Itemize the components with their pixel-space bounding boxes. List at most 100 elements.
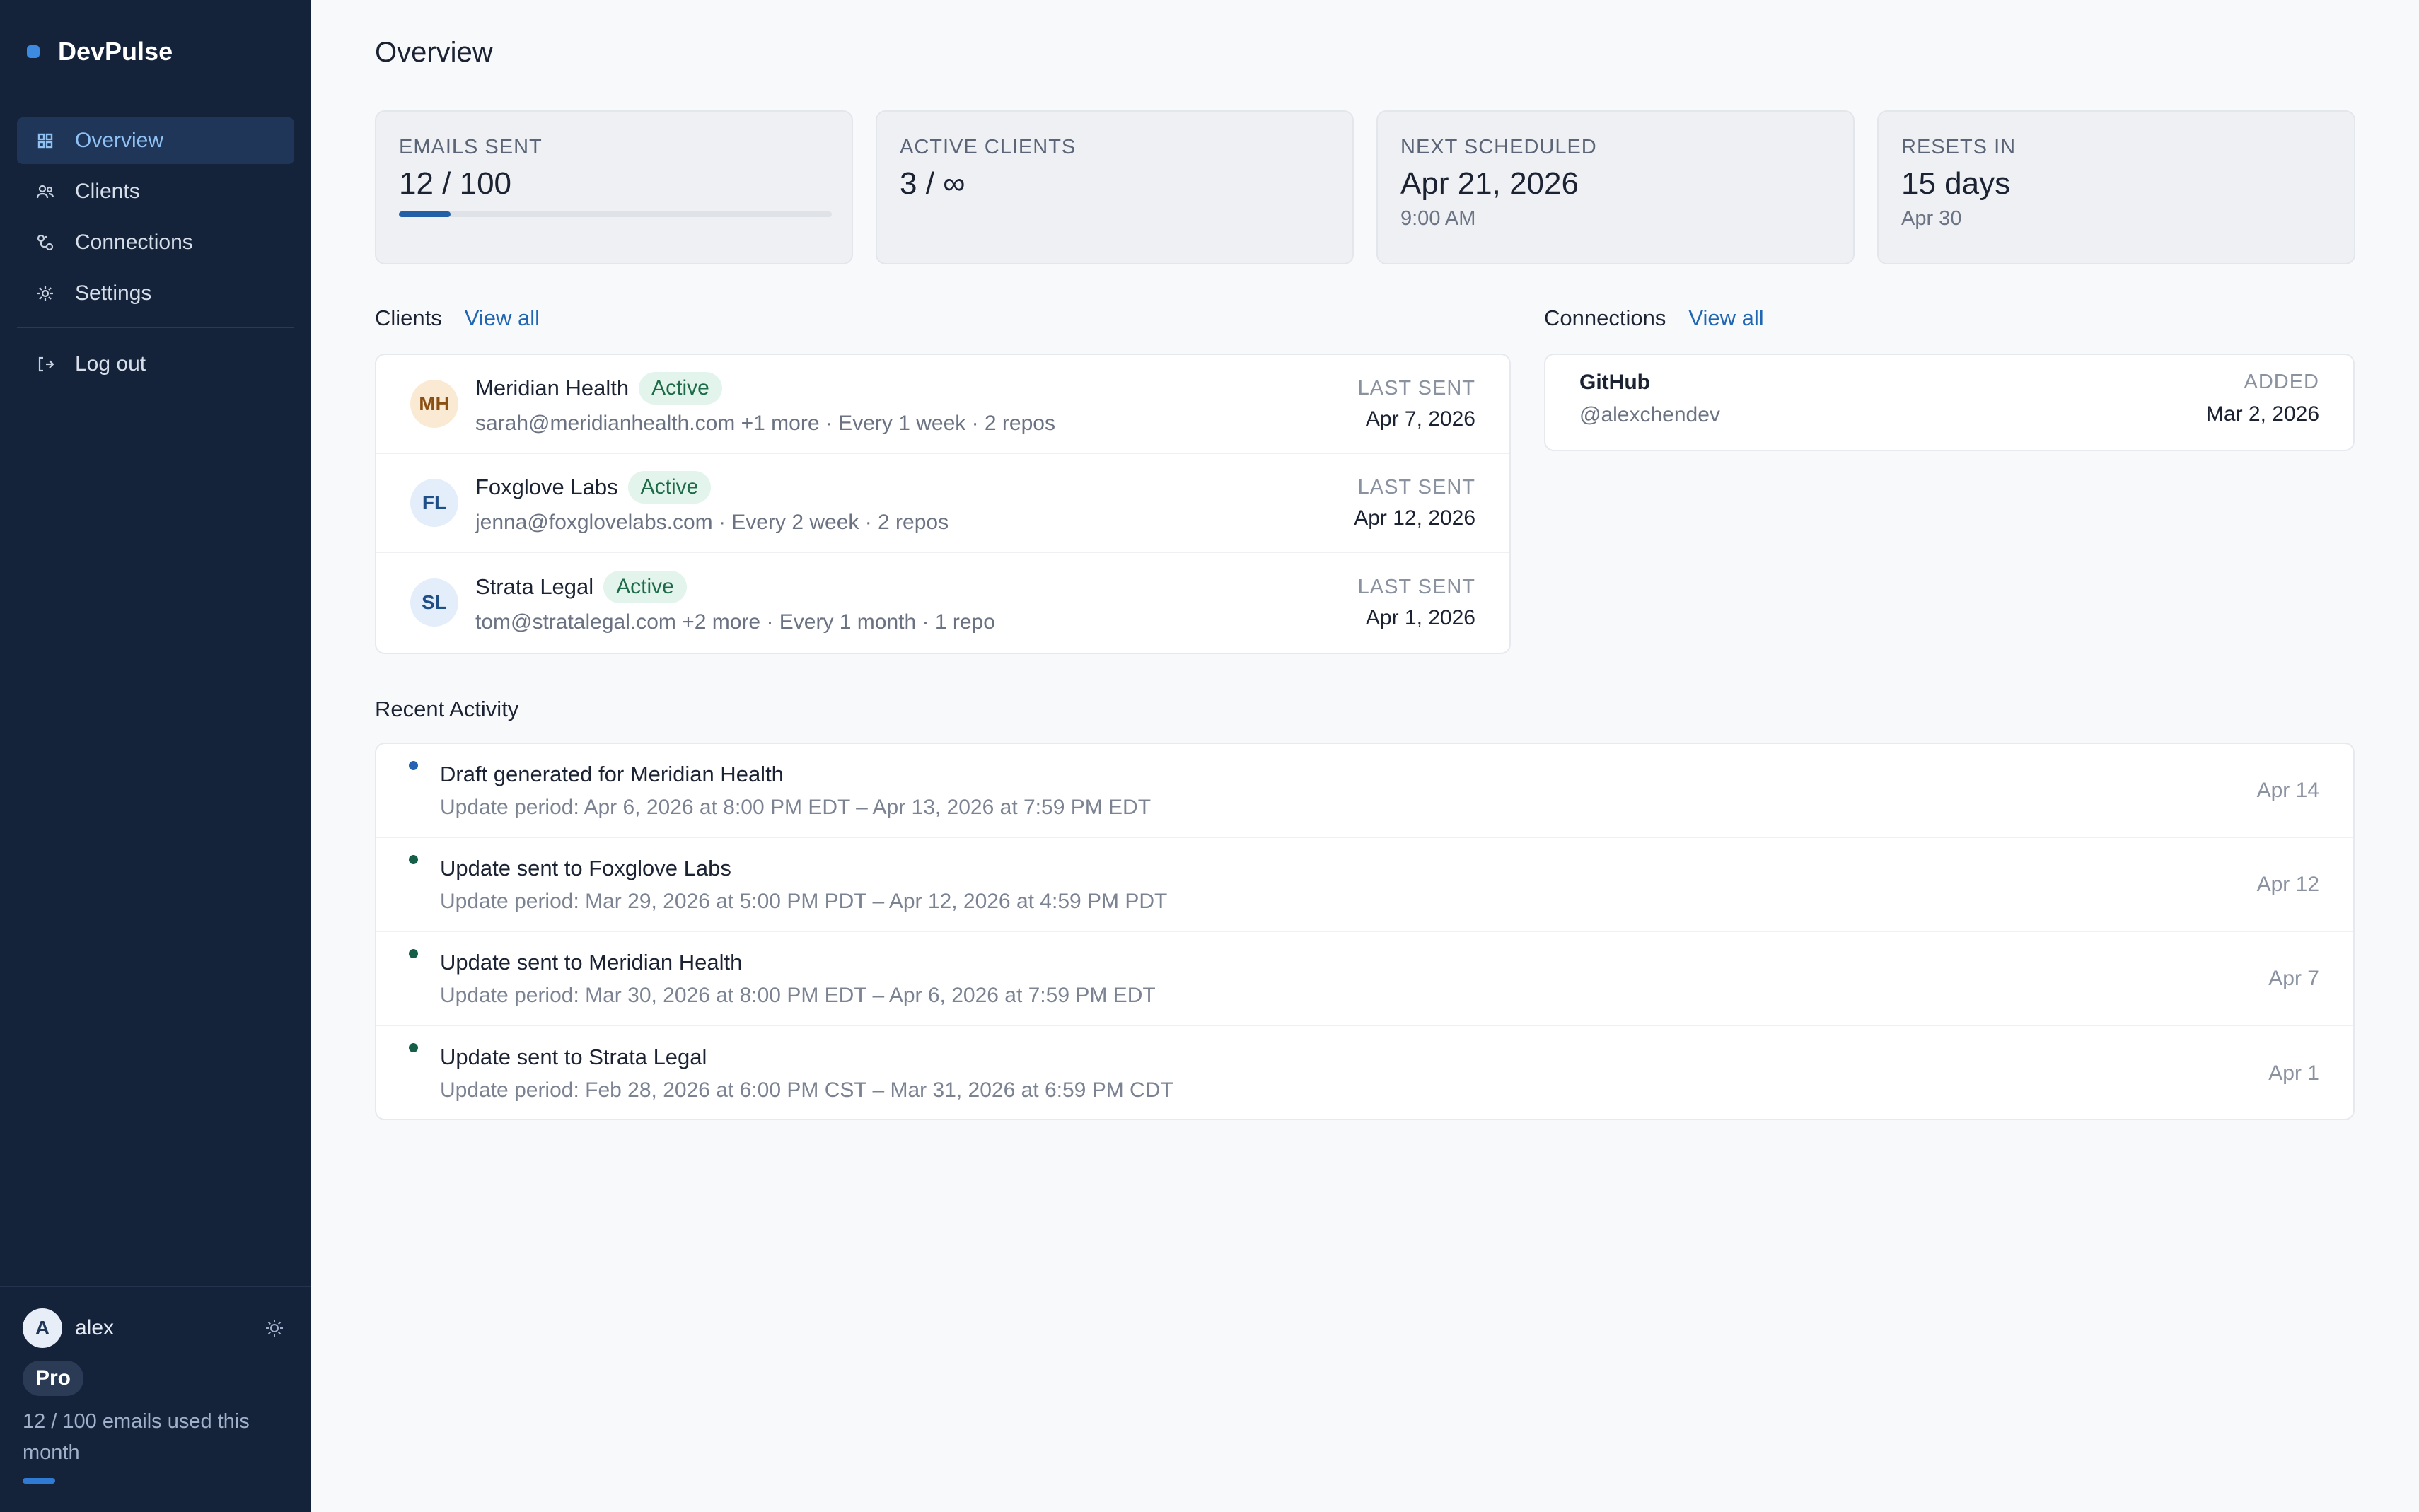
stat-card-active-clients: ACTIVE CLIENTS 3 / ∞: [876, 110, 1354, 264]
logout-label: Log out: [75, 352, 146, 376]
client-name: Meridian Health: [475, 376, 630, 400]
sidebar-item-overview[interactable]: Overview: [17, 117, 294, 164]
sidebar-item-settings[interactable]: Settings: [17, 270, 294, 317]
client-avatar: MH: [410, 380, 458, 428]
sidebar-user-panel: A alex Pro 12 / 100 emails used this mon…: [0, 1286, 311, 1512]
list-item[interactable]: Update sent to Strata Legal Update perio…: [376, 1026, 2353, 1120]
sidebar-nav: Overview Clients Connect: [17, 117, 294, 392]
activity-dot: [409, 949, 418, 958]
connections-title: Connections: [1544, 306, 1666, 330]
stat-value: 3 / ∞: [900, 166, 965, 201]
client-avatar: SL: [410, 578, 458, 627]
clients-view-all-link[interactable]: View all: [464, 306, 540, 330]
sidebar-item-label: Connections: [75, 231, 193, 254]
usage-text: 12 / 100 emails used this month: [23, 1410, 250, 1464]
emails-progress-fill: [399, 211, 451, 217]
list-item[interactable]: SL Strata Legal Active tom@stratalegal.c…: [376, 553, 1509, 652]
activity-title: Draft generated for Meridian Health: [440, 761, 784, 786]
connection-handle: @alexchendev: [1579, 403, 1720, 426]
user-name: alex: [75, 1316, 115, 1339]
client-name: Foxglove Labs: [475, 475, 618, 499]
sidebar-item-connections[interactable]: Connections: [17, 219, 294, 266]
status-badge: Active: [627, 471, 712, 504]
client-name: Strata Legal: [475, 574, 594, 599]
clients-title: Clients: [375, 306, 442, 330]
client-avatar: FL: [410, 479, 458, 527]
list-item[interactable]: FL Foxglove Labs Active jenna@foxglovela…: [376, 454, 1509, 553]
activity-title: Update sent to Strata Legal: [440, 1044, 707, 1069]
list-item[interactable]: Draft generated for Meridian Health Upda…: [376, 744, 2353, 838]
last-sent-label: LAST SENT: [1357, 376, 1475, 400]
main-content: Overview EMAILS SENT 12 / 100 ACTIVE CLI…: [311, 0, 2419, 1512]
brand-name: DevPulse: [58, 37, 173, 66]
activity-dot: [409, 855, 418, 864]
activity-period: Update period: Apr 6, 2026 at 8:00 PM ED…: [440, 795, 1152, 819]
user-row: A alex: [23, 1308, 289, 1348]
connections-view-all-link[interactable]: View all: [1688, 306, 1764, 330]
gear-icon: [35, 284, 55, 303]
stat-label: EMAILS SENT: [399, 136, 543, 158]
connection-name: GitHub: [1579, 371, 1650, 394]
status-badge: Active: [603, 571, 687, 603]
stats-row: EMAILS SENT 12 / 100 ACTIVE CLIENTS 3 / …: [375, 110, 2355, 264]
status-badge: Active: [639, 372, 722, 405]
nav-divider: [17, 327, 294, 328]
client-meta: tom@stratalegal.com +2 more · Every 1 mo…: [475, 610, 995, 634]
stat-value: Apr 21, 2026: [1400, 166, 1579, 201]
connections-card: GitHub @alexchendev ADDED Mar 2, 2026: [1544, 354, 2355, 451]
stat-card-emails-sent: EMAILS SENT 12 / 100: [375, 110, 853, 264]
stat-sub: 9:00 AM: [1400, 207, 1476, 230]
list-item[interactable]: Update sent to Foxglove Labs Update peri…: [376, 838, 2353, 932]
activity-title: Update sent to Foxglove Labs: [440, 855, 731, 880]
activity-date: Apr 12: [2256, 872, 2319, 896]
sidebar: DevPulse Overview Cl: [0, 0, 311, 1512]
sun-icon[interactable]: [260, 1314, 289, 1342]
last-sent-label: LAST SENT: [1357, 475, 1475, 499]
stat-value: 12 / 100: [399, 166, 512, 201]
stat-label: ACTIVE CLIENTS: [900, 136, 1077, 158]
last-sent-date: Apr 7, 2026: [1365, 407, 1475, 431]
activity-date: Apr 7: [2268, 966, 2319, 990]
stat-card-next-scheduled: NEXT SCHEDULED Apr 21, 2026 9:00 AM: [1376, 110, 1855, 264]
logout-icon: [35, 354, 55, 374]
activity-title: Update sent to Meridian Health: [440, 949, 743, 975]
added-date: Mar 2, 2026: [2205, 402, 2319, 426]
last-sent-date: Apr 1, 2026: [1365, 605, 1475, 629]
last-sent-label: LAST SENT: [1357, 575, 1475, 598]
sidebar-item-clients[interactable]: Clients: [17, 168, 294, 215]
sidebar-item-label: Clients: [75, 180, 140, 203]
brand[interactable]: DevPulse: [27, 37, 173, 66]
clients-card: MH Meridian Health Active sarah@meridian…: [375, 354, 1511, 654]
stat-label: NEXT SCHEDULED: [1400, 136, 1597, 158]
clients-section-header: Clients View all: [375, 306, 540, 331]
activity-section-header: Recent Activity: [375, 697, 518, 722]
last-sent-date: Apr 12, 2026: [1354, 506, 1475, 530]
client-meta: sarah@meridianhealth.com +1 more · Every…: [475, 412, 1055, 435]
stat-card-resets-in: RESETS IN 15 days Apr 30: [1877, 110, 2355, 264]
brand-logo-icon: [27, 45, 40, 58]
logout-button[interactable]: Log out: [17, 341, 294, 388]
activity-period: Update period: Mar 29, 2026 at 5:00 PM P…: [440, 889, 1168, 913]
grid-icon: [35, 131, 55, 151]
plan-badge: Pro: [23, 1361, 84, 1396]
sidebar-item-label: Settings: [75, 281, 152, 305]
page-title: Overview: [375, 37, 493, 68]
activity-title: Recent Activity: [375, 697, 519, 721]
stat-label: RESETS IN: [1901, 136, 2017, 158]
activity-date: Apr 1: [2268, 1061, 2319, 1085]
list-item[interactable]: GitHub @alexchendev ADDED Mar 2, 2026: [1545, 355, 2353, 443]
avatar[interactable]: A: [23, 1308, 62, 1348]
added-label: ADDED: [2244, 371, 2319, 393]
activity-dot: [409, 1043, 418, 1052]
connections-section-header: Connections View all: [1544, 306, 1764, 331]
activity-date: Apr 14: [2256, 778, 2319, 802]
sidebar-item-label: Overview: [75, 129, 164, 152]
activity-card: Draft generated for Meridian Health Upda…: [375, 743, 2355, 1120]
users-icon: [35, 182, 55, 202]
activity-period: Update period: Feb 28, 2026 at 6:00 PM C…: [440, 1078, 1173, 1102]
list-item[interactable]: MH Meridian Health Active sarah@meridian…: [376, 355, 1509, 454]
list-item[interactable]: Update sent to Meridian Health Update pe…: [376, 932, 2353, 1026]
stat-sub: Apr 30: [1901, 207, 1962, 230]
emails-progress-bar: [399, 211, 832, 217]
